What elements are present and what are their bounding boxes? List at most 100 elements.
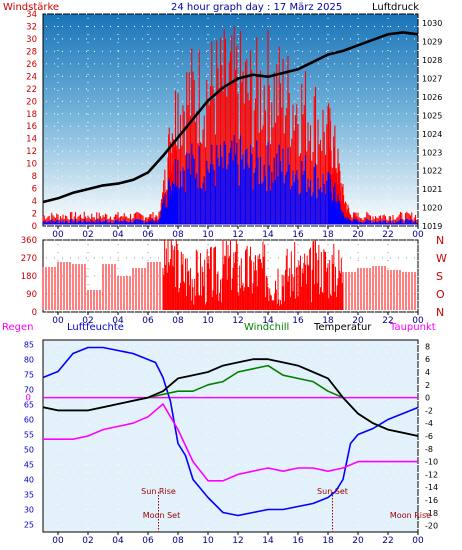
grid-dot <box>398 138 399 140</box>
grid-dot <box>134 359 135 360</box>
grid-dot <box>350 257 351 259</box>
grid-dot <box>254 374 255 375</box>
grid-dot <box>94 311 95 313</box>
grid-dot <box>117 82 119 83</box>
grid-dot <box>414 494 415 495</box>
grid-dot <box>374 188 375 190</box>
grid-dot <box>147 376 149 377</box>
grid-dot <box>267 488 269 489</box>
grid-dot <box>46 188 47 190</box>
grid-dot <box>350 25 351 27</box>
grid-dot <box>110 163 111 165</box>
grid-dot <box>286 449 287 450</box>
grid-dot <box>417 252 419 253</box>
grid-dot <box>150 75 151 77</box>
grid-dot <box>302 38 303 40</box>
grid-dot <box>414 225 415 227</box>
grid-dot <box>117 244 119 245</box>
grid-dot <box>342 449 343 450</box>
grid-dot <box>406 509 407 510</box>
x-tick-label: 04 <box>112 316 124 326</box>
grid-dot <box>174 88 175 90</box>
grid-dot <box>222 419 223 420</box>
grid-dot <box>87 58 89 59</box>
grid-dot <box>286 63 287 65</box>
grid-dot <box>357 186 359 187</box>
grid-dot <box>278 374 279 375</box>
grid-dot <box>262 239 263 241</box>
grid-dot <box>174 311 175 313</box>
grid-dot <box>246 50 247 52</box>
grid-dot <box>237 520 239 521</box>
grid-dot <box>406 404 407 405</box>
grid-dot <box>342 125 343 127</box>
grid-dot <box>70 449 71 450</box>
grid-dot <box>147 58 149 59</box>
x-tick-label: 02 <box>82 536 93 546</box>
grid-dot <box>294 100 295 102</box>
grid-dot <box>297 284 299 285</box>
grid-dot <box>147 194 149 195</box>
grid-dot <box>297 90 299 91</box>
grid-dot <box>150 188 151 190</box>
grid-dot <box>327 440 329 441</box>
grid-dot <box>57 162 59 163</box>
grid-dot <box>150 113 151 115</box>
grid-dot <box>318 389 319 390</box>
grid-dot <box>207 424 209 425</box>
grid-dot <box>334 464 335 465</box>
grid-dot <box>126 359 127 360</box>
grid-dot <box>387 400 389 401</box>
grid-dot <box>390 257 391 259</box>
grid-dot <box>357 424 359 425</box>
grid-dot <box>294 239 295 241</box>
grid-dot <box>270 50 271 52</box>
grid-dot <box>147 74 149 75</box>
grid-dot <box>117 18 119 19</box>
grid-dot <box>117 74 119 75</box>
grid-dot <box>54 434 55 435</box>
grid-dot <box>262 113 263 115</box>
grid-dot <box>222 479 223 480</box>
grid-dot <box>390 50 391 52</box>
grid-dot <box>417 276 419 277</box>
legend-label-1: Luftfeuchte <box>67 322 124 333</box>
grid-dot <box>294 50 295 52</box>
grid-dot <box>158 374 159 375</box>
grid-dot <box>166 63 167 65</box>
grid-dot <box>126 449 127 450</box>
grid-dot <box>414 239 415 241</box>
grid-dot <box>166 311 167 313</box>
grid-dot <box>57 472 59 473</box>
grid-dot <box>62 138 63 140</box>
grid-dot <box>387 170 389 171</box>
grid-dot <box>62 257 63 259</box>
grid-dot <box>222 25 223 27</box>
grid-dot <box>334 359 335 360</box>
grid-dot <box>87 26 89 27</box>
grid-dot <box>357 74 359 75</box>
grid-dot <box>150 200 151 202</box>
grid-dot <box>390 479 391 480</box>
grid-dot <box>310 479 311 480</box>
y2-tick-label: -8 <box>425 445 433 454</box>
y-tick-label: 90 <box>26 290 37 300</box>
grid-dot <box>174 479 175 480</box>
grid-dot <box>134 75 135 77</box>
grid-dot <box>46 213 47 215</box>
grid-dot <box>147 50 149 51</box>
grid-dot <box>390 13 391 15</box>
grid-dot <box>126 225 127 227</box>
grid-dot <box>326 311 327 313</box>
grid-dot <box>254 419 255 420</box>
x-tick-label: 04 <box>112 230 124 240</box>
grid-dot <box>278 494 279 495</box>
grid-dot <box>57 170 59 171</box>
grid-dot <box>262 38 263 40</box>
grid-dot <box>327 244 329 245</box>
grid-dot <box>117 448 119 449</box>
grid-dot <box>238 449 239 450</box>
grid-dot <box>158 100 159 102</box>
grid-dot <box>297 260 299 261</box>
grid-dot <box>87 376 89 377</box>
